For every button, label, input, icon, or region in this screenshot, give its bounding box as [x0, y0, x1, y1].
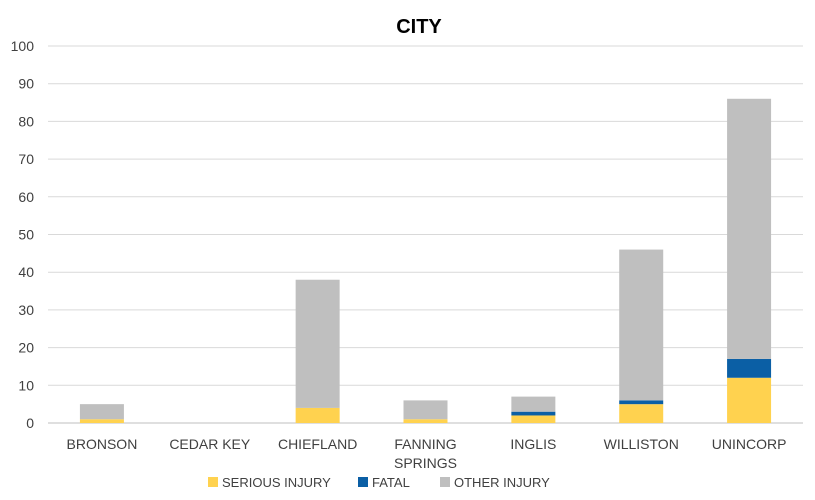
bars: [79, 98, 772, 423]
legend-swatch: [358, 477, 368, 487]
chart-title: CITY: [396, 16, 442, 38]
bar-segment-fatal: [511, 411, 556, 416]
y-tick-label: 10: [18, 377, 34, 393]
bar-segment-serious-injury: [79, 419, 124, 423]
y-tick-label: 70: [18, 151, 34, 167]
y-tick-label: 90: [18, 76, 34, 92]
bar-segment-other-injury: [511, 396, 556, 412]
y-tick-label: 100: [11, 38, 35, 54]
bar-segment-serious-injury: [619, 404, 664, 423]
bar-segment-other-injury: [295, 279, 340, 408]
legend-label: OTHER INJURY: [454, 475, 550, 490]
x-tick-label: FANNING SPRINGS: [394, 436, 457, 471]
y-tick-label: 0: [26, 415, 34, 431]
y-axis-tick-labels: 0 10 20 30 40 50 60 70 80 90 100: [11, 38, 35, 431]
y-tick-label: 30: [18, 302, 34, 318]
x-tick-label: CEDAR KEY: [169, 436, 251, 452]
gridlines: [48, 45, 803, 424]
bar-segment-serious-injury: [403, 419, 448, 423]
y-tick-label: 60: [18, 189, 34, 205]
y-tick-label: 80: [18, 113, 34, 129]
x-tick-label: BRONSON: [67, 436, 138, 452]
legend-swatch: [208, 477, 218, 487]
bar-segment-other-injury: [403, 400, 448, 420]
bar-segment-fatal: [619, 400, 664, 405]
bar-segment-other-injury: [727, 98, 772, 359]
x-tick-label: WILLISTON: [604, 436, 679, 452]
legend-label: SERIOUS INJURY: [222, 475, 331, 490]
x-tick-label: CHIEFLAND: [278, 436, 357, 452]
bar-segment-serious-injury: [727, 377, 772, 423]
legend: SERIOUS INJURY FATAL OTHER INJURY: [208, 475, 550, 490]
bar-segment-fatal: [727, 358, 772, 378]
x-axis-tick-labels: BRONSON CEDAR KEY CHIEFLAND FANNING SPRINGS I…: [67, 436, 787, 471]
y-tick-label: 50: [18, 227, 34, 243]
bar-segment-serious-injury: [295, 407, 340, 423]
bar-segment-serious-injury: [511, 415, 556, 423]
bar-segment-other-injury: [79, 404, 124, 420]
bar-segment-other-injury: [619, 249, 664, 401]
y-tick-label: 40: [18, 264, 34, 280]
legend-swatch: [440, 477, 450, 487]
y-tick-label: 20: [18, 340, 34, 356]
x-tick-label: UNINCORP: [712, 436, 787, 452]
legend-label: FATAL: [372, 475, 410, 490]
x-tick-label: INGLIS: [510, 436, 556, 452]
